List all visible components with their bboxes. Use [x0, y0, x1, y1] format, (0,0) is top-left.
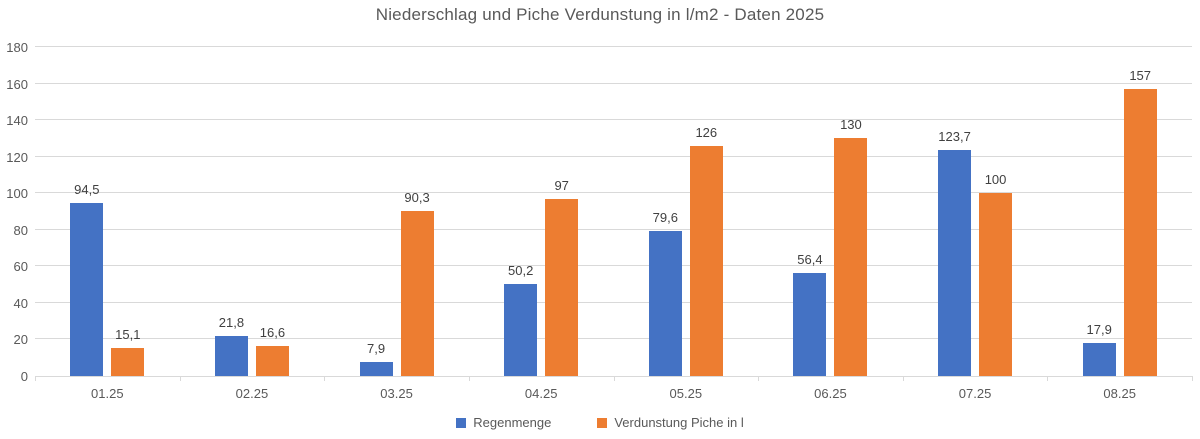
data-label-verdunstung-07.25: 100 [984, 172, 1007, 188]
data-label-regenmenge-03.25: 7,9 [367, 340, 386, 356]
data-label-verdunstung-05.25: 126 [695, 124, 718, 140]
category-group-03.25: 7,9 90,3 03.25 [324, 47, 469, 401]
x-tick-label-02.25: 02.25 [235, 386, 269, 401]
x-axis-tick [179, 376, 181, 381]
x-axis-tick [35, 376, 36, 381]
gridline-y140 [35, 119, 1192, 121]
data-label-verdunstung-04.25: 97 [554, 177, 569, 193]
legend-label: Verdunstung Piche in l [614, 415, 744, 430]
y-tick-label-120: 120 [6, 149, 28, 165]
bar-verdunstung-08.25 [1123, 89, 1157, 376]
data-label-regenmenge-07.25: 123,7 [938, 128, 971, 144]
y-tick-label-160: 160 [6, 76, 28, 92]
y-tick-label-0: 0 [20, 369, 28, 384]
data-label-verdunstung-06.25: 130 [840, 117, 862, 133]
x-tick-label-01.25: 01.25 [91, 386, 124, 401]
x-tick-label-04.25: 04.25 [524, 386, 558, 401]
plot-area: 94,5 15,1 01.25 21,8 16,6 02.25 7,9 90,3 03.25 50… [35, 46, 1193, 401]
x-tick-label-06.25: 06.25 [814, 386, 847, 401]
gridline-y160 [35, 82, 1192, 84]
x-tick-label-05.25: 05.25 [669, 386, 703, 401]
data-label-verdunstung-01.25: 15,1 [115, 327, 141, 343]
bar-regenmenge-04.25 [504, 284, 538, 376]
bar-verdunstung-01.25 [111, 348, 145, 376]
gridline-y180 [35, 46, 1192, 47]
bar-verdunstung-02.25 [255, 345, 289, 376]
gridline-y60 [35, 265, 1192, 267]
y-tick-label-20: 20 [13, 332, 28, 348]
category-group-02.25: 21,8 16,6 02.25 [180, 47, 325, 401]
category-group-05.25: 79,6 126 05.25 [614, 47, 759, 401]
bar-regenmenge-08.25 [1082, 343, 1116, 376]
y-tick-label-40: 40 [13, 295, 28, 311]
bar-regenmenge-03.25 [359, 361, 393, 376]
x-axis-tick [1047, 376, 1049, 381]
data-label-verdunstung-08.25: 157 [1129, 68, 1152, 84]
data-label-regenmenge-04.25: 50,2 [508, 263, 534, 279]
legend-item-verdunstung: Verdunstung Piche in l [597, 415, 744, 430]
data-label-regenmenge-01.25: 94,5 [74, 182, 100, 198]
x-axis-tick [758, 376, 760, 381]
bar-regenmenge-07.25 [938, 149, 972, 376]
y-tick-label-80: 80 [13, 222, 28, 238]
gridline-y80 [35, 228, 1192, 230]
x-tick-label-03.25: 03.25 [380, 386, 413, 401]
y-tick-label-180: 180 [6, 40, 28, 55]
legend: Regenmenge Verdunstung Piche in l [0, 415, 1200, 430]
bar-regenmenge-02.25 [214, 336, 248, 376]
legend-marker-icon [456, 417, 467, 428]
x-axis-tick [613, 376, 615, 381]
legend-label: Regenmenge [473, 415, 552, 430]
data-label-verdunstung-02.25: 16,6 [259, 324, 286, 340]
x-axis-tick [468, 376, 470, 381]
x-axis-tick [1192, 376, 1193, 381]
data-label-regenmenge-06.25: 56,4 [797, 251, 823, 267]
bar-verdunstung-06.25 [834, 138, 868, 376]
legend-marker-icon [597, 417, 608, 428]
x-axis-line [35, 376, 1192, 377]
gridline-y100 [35, 192, 1192, 194]
data-label-regenmenge-02.25: 21,8 [218, 315, 245, 331]
y-tick-label-60: 60 [13, 259, 28, 275]
bar-verdunstung-05.25 [689, 145, 723, 376]
chart-title: Niederschlag und Piche Verdunstung in l/… [375, 5, 825, 24]
category-group-07.25: 123,7 100 07.25 [903, 47, 1048, 401]
x-axis-tick [902, 376, 904, 381]
y-tick-label-140: 140 [6, 113, 28, 129]
bar-regenmenge-06.25 [793, 272, 827, 376]
y-tick-label-100: 100 [6, 186, 28, 202]
bar-regenmenge-01.25 [70, 203, 104, 376]
gridline-y120 [35, 155, 1192, 157]
gridline-y20 [35, 338, 1192, 340]
gridline-y40 [35, 301, 1192, 303]
data-label-verdunstung-03.25: 90,3 [404, 189, 430, 205]
category-group-06.25: 56,4 130 06.25 [758, 47, 903, 401]
bar-verdunstung-04.25 [545, 198, 579, 376]
legend-item-regenmenge: Regenmenge [456, 415, 551, 430]
bar-regenmenge-05.25 [648, 230, 682, 376]
category-group-01.25: 94,5 15,1 01.25 [35, 47, 180, 401]
category-group-04.25: 50,2 97 04.25 [469, 47, 614, 401]
x-tick-label-08.25: 08.25 [1103, 386, 1136, 401]
x-axis-tick [324, 376, 326, 381]
data-label-regenmenge-05.25: 79,6 [652, 209, 678, 225]
data-label-regenmenge-08.25: 17,9 [1086, 322, 1112, 338]
x-tick-label-07.25: 07.25 [958, 386, 992, 401]
bar-verdunstung-07.25 [979, 193, 1013, 376]
bar-verdunstung-03.25 [400, 210, 434, 376]
category-group-08.25: 17,9 157 08.25 [1047, 47, 1192, 401]
